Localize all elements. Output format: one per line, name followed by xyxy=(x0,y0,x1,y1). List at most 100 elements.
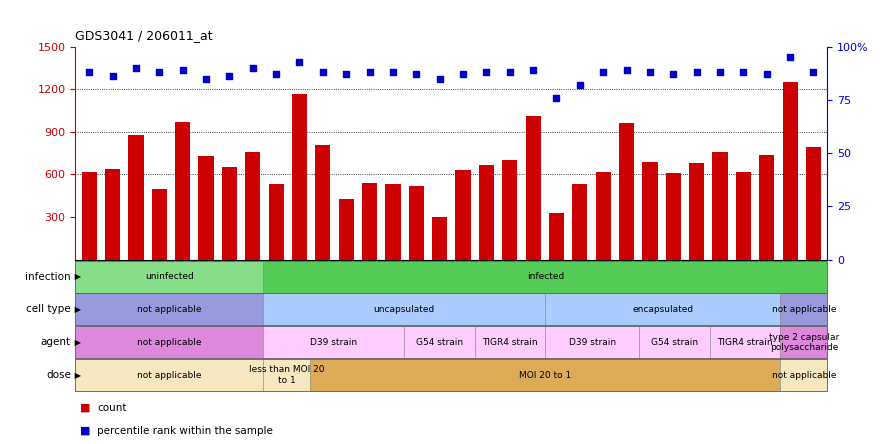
Bar xyxy=(245,152,260,260)
Bar xyxy=(432,217,447,260)
Text: not applicable: not applicable xyxy=(772,305,836,314)
Bar xyxy=(315,145,330,260)
Text: not applicable: not applicable xyxy=(137,371,202,380)
Point xyxy=(503,69,517,76)
Point xyxy=(550,94,564,101)
Bar xyxy=(712,152,727,260)
Point xyxy=(339,71,353,78)
Bar xyxy=(75,293,264,325)
Point xyxy=(783,54,797,61)
Bar xyxy=(710,326,781,358)
Point xyxy=(152,69,166,76)
Bar xyxy=(619,123,635,260)
Bar xyxy=(311,359,781,391)
Point xyxy=(269,71,283,78)
Point xyxy=(386,69,400,76)
Bar xyxy=(573,184,588,260)
Bar xyxy=(268,184,284,260)
Point xyxy=(105,73,119,80)
Point xyxy=(806,69,820,76)
Point xyxy=(316,69,330,76)
Text: ▶: ▶ xyxy=(72,371,81,380)
Text: ▶: ▶ xyxy=(72,305,81,314)
Point xyxy=(713,69,727,76)
Bar xyxy=(264,359,311,391)
Point xyxy=(456,71,470,78)
Bar xyxy=(759,155,774,260)
Bar xyxy=(781,326,827,358)
Point xyxy=(363,69,377,76)
Bar xyxy=(105,169,120,260)
Text: G54 strain: G54 strain xyxy=(651,338,698,347)
Bar xyxy=(806,147,821,260)
Bar xyxy=(549,213,564,260)
Text: infected: infected xyxy=(527,272,564,281)
Bar xyxy=(75,359,264,391)
Point xyxy=(82,69,96,76)
Bar xyxy=(75,326,264,358)
Bar xyxy=(596,172,611,260)
Bar xyxy=(666,173,681,260)
Point xyxy=(573,81,587,88)
Bar xyxy=(339,198,354,260)
Bar xyxy=(385,184,401,260)
Text: ▶: ▶ xyxy=(72,272,81,281)
Bar xyxy=(175,122,190,260)
Bar xyxy=(781,359,827,391)
Text: not applicable: not applicable xyxy=(137,305,202,314)
Text: not applicable: not applicable xyxy=(772,371,836,380)
Point xyxy=(643,69,657,76)
Bar xyxy=(292,94,307,260)
Point xyxy=(480,69,494,76)
Text: less than MOI 20
to 1: less than MOI 20 to 1 xyxy=(249,365,325,385)
Point xyxy=(526,67,540,74)
Text: type 2 capsular
polysaccharide: type 2 capsular polysaccharide xyxy=(769,333,839,352)
Bar xyxy=(735,172,751,260)
Bar xyxy=(198,156,213,260)
Point xyxy=(620,67,634,74)
Bar xyxy=(409,186,424,260)
Text: uninfected: uninfected xyxy=(145,272,194,281)
Text: G54 strain: G54 strain xyxy=(416,338,463,347)
Bar xyxy=(781,293,827,325)
Point xyxy=(175,67,189,74)
Point xyxy=(222,73,236,80)
Bar xyxy=(782,82,797,260)
Point xyxy=(129,64,143,71)
Point xyxy=(689,69,704,76)
Text: D39 strain: D39 strain xyxy=(569,338,616,347)
Point xyxy=(736,69,750,76)
Bar xyxy=(151,189,167,260)
Point xyxy=(292,58,306,65)
Text: uncapsulated: uncapsulated xyxy=(373,305,435,314)
Point xyxy=(596,69,611,76)
Bar xyxy=(643,162,658,260)
Text: ■: ■ xyxy=(80,426,90,436)
Point xyxy=(759,71,773,78)
Bar xyxy=(479,165,494,260)
Text: ■: ■ xyxy=(80,403,90,413)
Text: ▶: ▶ xyxy=(72,338,81,347)
Point xyxy=(666,71,681,78)
Text: agent: agent xyxy=(41,337,71,347)
Bar xyxy=(502,160,518,260)
Text: percentile rank within the sample: percentile rank within the sample xyxy=(97,426,273,436)
Point xyxy=(433,75,447,82)
Text: count: count xyxy=(97,403,127,413)
Bar xyxy=(264,293,545,325)
Bar xyxy=(264,261,827,293)
Point xyxy=(409,71,423,78)
Text: TIGR4 strain: TIGR4 strain xyxy=(718,338,773,347)
Bar xyxy=(456,170,471,260)
Text: infection: infection xyxy=(25,272,71,281)
Bar xyxy=(689,163,704,260)
Bar xyxy=(75,261,264,293)
Text: D39 strain: D39 strain xyxy=(311,338,358,347)
Bar xyxy=(264,326,404,358)
Bar xyxy=(639,326,710,358)
Text: cell type: cell type xyxy=(27,305,71,314)
Text: dose: dose xyxy=(46,370,71,380)
Bar xyxy=(404,326,475,358)
Text: encapsulated: encapsulated xyxy=(633,305,694,314)
Text: not applicable: not applicable xyxy=(137,338,202,347)
